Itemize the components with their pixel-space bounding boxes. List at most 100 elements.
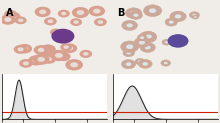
Circle shape xyxy=(133,14,139,17)
Circle shape xyxy=(34,45,48,55)
Circle shape xyxy=(50,28,62,36)
Circle shape xyxy=(38,48,44,52)
Circle shape xyxy=(62,54,67,58)
Circle shape xyxy=(4,17,11,22)
Circle shape xyxy=(194,16,197,18)
Circle shape xyxy=(162,39,171,45)
Circle shape xyxy=(14,45,28,54)
Circle shape xyxy=(88,6,105,16)
Circle shape xyxy=(161,60,171,66)
Circle shape xyxy=(140,42,155,53)
Circle shape xyxy=(59,52,71,60)
Circle shape xyxy=(70,62,78,67)
Circle shape xyxy=(165,41,168,43)
Circle shape xyxy=(63,45,69,49)
Circle shape xyxy=(51,29,74,44)
Circle shape xyxy=(176,14,181,17)
Circle shape xyxy=(36,45,52,56)
Circle shape xyxy=(170,11,186,22)
Circle shape xyxy=(168,34,189,48)
Circle shape xyxy=(15,16,27,24)
Circle shape xyxy=(125,8,142,18)
Circle shape xyxy=(164,62,168,64)
Circle shape xyxy=(79,50,92,58)
Circle shape xyxy=(138,60,142,63)
Circle shape xyxy=(123,49,135,57)
Circle shape xyxy=(37,57,45,62)
Circle shape xyxy=(60,43,72,51)
Circle shape xyxy=(5,12,20,22)
Circle shape xyxy=(189,12,200,18)
Circle shape xyxy=(66,46,73,50)
Circle shape xyxy=(35,7,51,17)
Circle shape xyxy=(70,18,82,26)
Circle shape xyxy=(121,41,139,53)
Circle shape xyxy=(9,15,16,19)
Circle shape xyxy=(149,8,156,13)
Circle shape xyxy=(58,10,70,17)
Circle shape xyxy=(146,35,152,38)
Circle shape xyxy=(138,59,152,68)
Circle shape xyxy=(77,10,84,15)
Circle shape xyxy=(0,14,16,25)
Circle shape xyxy=(126,44,133,49)
Circle shape xyxy=(53,31,59,34)
Circle shape xyxy=(19,59,33,68)
Circle shape xyxy=(48,19,53,23)
Circle shape xyxy=(62,43,77,53)
Circle shape xyxy=(55,53,63,58)
Circle shape xyxy=(143,5,162,17)
Circle shape xyxy=(44,17,57,25)
Circle shape xyxy=(169,21,174,24)
Circle shape xyxy=(135,58,145,65)
Circle shape xyxy=(122,20,138,31)
Circle shape xyxy=(139,31,157,43)
Circle shape xyxy=(45,47,51,52)
Circle shape xyxy=(145,35,152,39)
Circle shape xyxy=(140,36,144,39)
Circle shape xyxy=(192,15,199,19)
Circle shape xyxy=(165,18,178,26)
Circle shape xyxy=(129,11,143,19)
Circle shape xyxy=(126,52,131,54)
Circle shape xyxy=(39,10,46,14)
Circle shape xyxy=(94,18,107,26)
Circle shape xyxy=(175,14,181,19)
Circle shape xyxy=(137,34,147,41)
Circle shape xyxy=(172,12,185,19)
Circle shape xyxy=(126,62,131,66)
Circle shape xyxy=(72,7,89,18)
Circle shape xyxy=(126,23,133,27)
Circle shape xyxy=(4,10,17,18)
Circle shape xyxy=(21,46,28,51)
Circle shape xyxy=(164,39,171,44)
Circle shape xyxy=(18,19,23,22)
Circle shape xyxy=(83,52,89,56)
Circle shape xyxy=(93,9,101,14)
Circle shape xyxy=(145,46,151,49)
Circle shape xyxy=(8,12,14,16)
Circle shape xyxy=(97,20,103,24)
Circle shape xyxy=(65,59,83,70)
Circle shape xyxy=(33,58,40,63)
Circle shape xyxy=(17,47,24,51)
Circle shape xyxy=(134,38,150,48)
Circle shape xyxy=(46,57,52,61)
Text: A: A xyxy=(6,8,14,18)
Circle shape xyxy=(50,50,68,61)
Circle shape xyxy=(33,54,50,65)
Circle shape xyxy=(17,44,32,54)
Circle shape xyxy=(142,62,148,66)
Text: B: B xyxy=(117,8,125,18)
Circle shape xyxy=(121,60,136,69)
Circle shape xyxy=(40,44,56,54)
Circle shape xyxy=(139,41,145,45)
Circle shape xyxy=(40,48,48,53)
Circle shape xyxy=(130,11,137,15)
Circle shape xyxy=(42,54,56,64)
Circle shape xyxy=(73,20,79,24)
Y-axis label: Distribution: Distribution xyxy=(0,78,1,115)
Circle shape xyxy=(28,55,44,66)
Circle shape xyxy=(141,32,156,41)
Circle shape xyxy=(61,12,66,15)
